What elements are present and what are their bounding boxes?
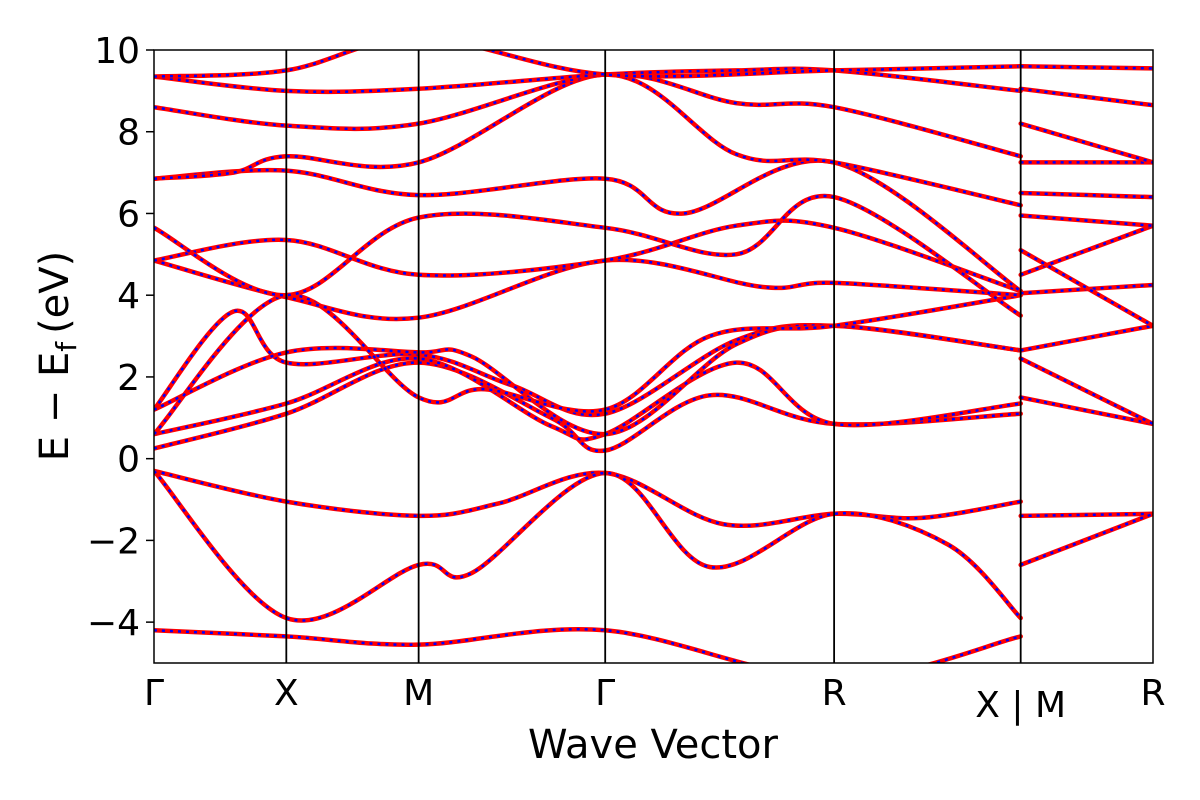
kpoint-lines [285, 50, 1022, 663]
band-21-dotted [1020, 324, 1153, 352]
band-7-solid [154, 323, 1023, 437]
x-tick-label-2: M [403, 673, 434, 714]
bands-layer [154, 50, 1153, 663]
band-28-dotted [1020, 122, 1153, 164]
y-tick-label-5: 6 [117, 194, 140, 235]
band-12-solid [154, 158, 1023, 294]
band-9-solid [154, 257, 1023, 322]
band-23-dotted [1020, 224, 1153, 276]
y-tick-label-0: −4 [87, 603, 140, 644]
band-16-dotted [154, 50, 1021, 78]
y-tick-label-3: 2 [117, 358, 140, 399]
x-axis-ticks: Γ X M Γ R X | M R [144, 673, 1166, 726]
band-28-solid [1018, 121, 1153, 165]
y-tick-label-6: 8 [117, 113, 140, 154]
x-tick-label-5: X | M [975, 685, 1066, 726]
y-axis-ticks: −4 −2 0 2 4 6 8 10 [87, 31, 154, 644]
band-17-dotted [1020, 512, 1153, 518]
y-axis-label-subscript: f [50, 341, 83, 352]
y-axis-label-unit: (eV) [32, 251, 78, 334]
band-24-solid [1018, 247, 1153, 329]
band-30-dotted [1020, 65, 1153, 70]
band-9-dotted [154, 258, 1021, 321]
band-29-dotted [1020, 87, 1153, 107]
band-5-dotted [154, 357, 1021, 441]
band-3-solid [154, 468, 1023, 623]
band-19-dotted [1020, 396, 1153, 426]
band-1-dotted [154, 627, 1021, 663]
y-tick-label-4: 4 [117, 276, 140, 317]
band-14-dotted [154, 72, 1022, 158]
band-3-dotted [154, 470, 1022, 622]
x-axis-label: Wave Vector [528, 722, 779, 768]
y-tick-label-7: 10 [94, 31, 140, 72]
band-23-solid [1018, 223, 1153, 278]
band-11-dotted [154, 194, 1022, 317]
band-10-solid [154, 218, 1023, 294]
x-tick-label-0: Γ [144, 673, 164, 714]
band-13-solid [154, 72, 1023, 208]
x-tick-label-4: R [822, 673, 847, 714]
y-axis-label: E − Ef (eV) [32, 251, 83, 462]
band-13-dotted [154, 73, 1021, 207]
band-5-solid [154, 356, 1023, 442]
x-tick-label-1: X [274, 673, 299, 714]
band-10-dotted [154, 219, 1022, 293]
x-tick-label-6: R [1140, 673, 1165, 714]
band-6-solid [154, 308, 1023, 418]
x-tick-label-3: Γ [595, 673, 615, 714]
band-18-dotted [1020, 512, 1153, 567]
band-2-dotted [154, 469, 1021, 528]
y-tick-label-1: −2 [87, 521, 140, 562]
y-tick-label-2: 0 [117, 440, 140, 481]
band-26-dotted [1020, 191, 1153, 199]
band-7-dotted [154, 324, 1021, 436]
y-axis-label-main: E − E [32, 352, 78, 462]
band-20-dotted [1020, 357, 1153, 426]
band-14-solid [154, 71, 1023, 159]
band-25-dotted [1020, 214, 1153, 227]
plot-frame [153, 49, 1154, 664]
